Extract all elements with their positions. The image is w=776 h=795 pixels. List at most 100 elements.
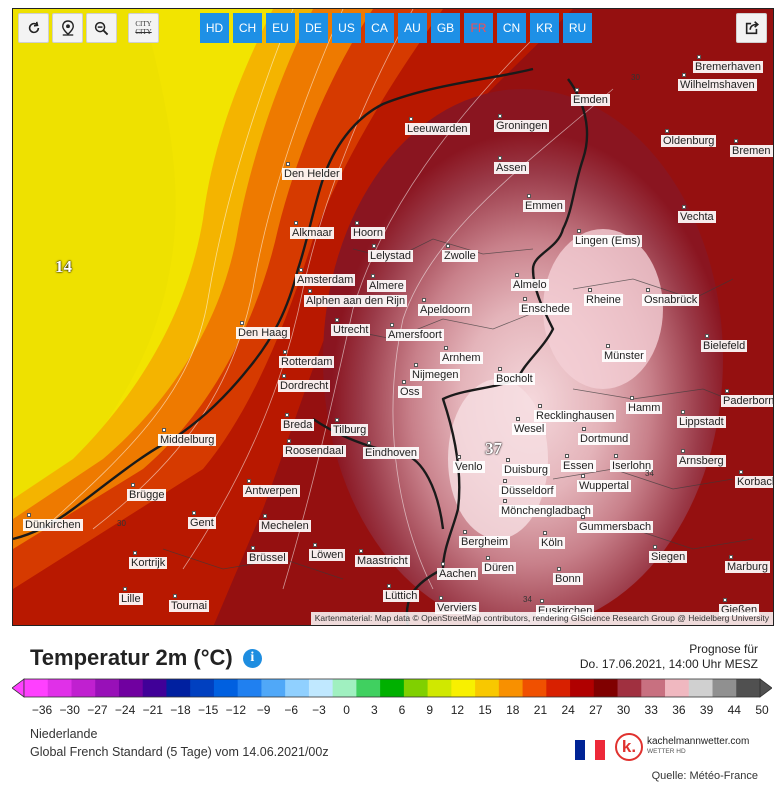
brand-logo[interactable]: k. kachelmannwetter.com WETTER HD bbox=[615, 733, 749, 761]
city-marker bbox=[299, 268, 303, 272]
city-marker bbox=[682, 73, 686, 77]
share-button[interactable] bbox=[736, 13, 767, 43]
city-marker bbox=[681, 410, 685, 414]
region-button-hd[interactable]: HD bbox=[200, 13, 229, 43]
color-scale-labels: −36 −30 −27 −24 −21 −18 −15 −12 −9 −6 −3 0 3 6 9 12 15 18… bbox=[0, 703, 776, 719]
city-marker bbox=[729, 555, 733, 559]
region-button-ca[interactable]: CA bbox=[365, 13, 394, 43]
city-label: Essen bbox=[561, 460, 596, 472]
city-marker bbox=[575, 88, 579, 92]
city-label: Iserlohn bbox=[610, 460, 654, 472]
city-label: Duisburg bbox=[502, 464, 551, 476]
region-button-gb[interactable]: GB bbox=[431, 13, 460, 43]
scale-label: −30 bbox=[59, 703, 80, 717]
city-label: Enschede bbox=[519, 303, 572, 315]
city-label: Tournai bbox=[169, 600, 210, 612]
city-label: Lippstadt bbox=[677, 416, 726, 428]
city-marker bbox=[283, 350, 287, 354]
city-marker bbox=[498, 367, 502, 371]
scale-swatch bbox=[380, 679, 405, 697]
region-name: Niederlande bbox=[30, 727, 98, 741]
city-marker bbox=[498, 156, 502, 160]
region-button-de[interactable]: DE bbox=[299, 13, 328, 43]
temperature-label-max: 37 bbox=[485, 439, 502, 458]
city-label: Düren bbox=[482, 562, 516, 574]
city-marker bbox=[725, 389, 729, 393]
city-label: Utrecht bbox=[331, 324, 371, 336]
reload-button[interactable] bbox=[18, 13, 49, 43]
scale-swatch bbox=[166, 679, 191, 697]
kachelmann-logo-icon: k. bbox=[615, 733, 643, 761]
region-button-kr[interactable]: KR bbox=[530, 13, 559, 43]
scale-label: −27 bbox=[87, 703, 108, 717]
region-button-ch[interactable]: CH bbox=[233, 13, 262, 43]
scale-swatch bbox=[736, 679, 761, 697]
city-label: Bremerhaven bbox=[693, 61, 764, 73]
city-label: Tilburg bbox=[331, 424, 369, 436]
city-marker bbox=[263, 514, 267, 518]
location-pin-icon bbox=[61, 20, 74, 36]
city-toggle-line2: CITY bbox=[135, 28, 152, 36]
city-toggle-button[interactable]: CITY CITY bbox=[128, 13, 159, 43]
city-marker bbox=[682, 205, 686, 209]
city-label: Assen bbox=[494, 162, 529, 174]
region-button-cn[interactable]: CN bbox=[497, 13, 526, 43]
isoline-label: 30 bbox=[631, 73, 640, 82]
scale-swatch bbox=[427, 679, 452, 697]
city-marker bbox=[506, 458, 510, 462]
city-marker bbox=[355, 221, 359, 225]
scale-label: 15 bbox=[478, 703, 492, 717]
city-marker bbox=[516, 417, 520, 421]
scale-swatch bbox=[617, 679, 642, 697]
forecast-time: Prognose für Do. 17.06.2021, 14:00 Uhr M… bbox=[580, 642, 758, 672]
city-marker bbox=[251, 546, 255, 550]
city-marker bbox=[282, 374, 286, 378]
scale-swatch bbox=[308, 679, 334, 697]
location-button[interactable] bbox=[52, 13, 83, 43]
city-label: Aachen bbox=[437, 568, 479, 580]
city-label: Leeuwarden bbox=[405, 123, 470, 135]
city-label: Almelo bbox=[511, 279, 549, 291]
zoom-out-button[interactable] bbox=[86, 13, 117, 43]
scale-label: −24 bbox=[114, 703, 136, 717]
city-label: Siegen bbox=[649, 551, 688, 563]
city-marker bbox=[457, 455, 461, 459]
city-label: Alphen aan den Rijn bbox=[304, 295, 408, 307]
scale-swatch bbox=[498, 679, 524, 697]
city-label: Bielefeld bbox=[701, 340, 748, 352]
city-marker bbox=[543, 531, 547, 535]
city-marker bbox=[372, 244, 376, 248]
city-marker bbox=[697, 55, 701, 59]
info-icon[interactable]: i bbox=[242, 648, 262, 668]
region-button-us[interactable]: US bbox=[332, 13, 361, 43]
region-button-ru[interactable]: RU bbox=[563, 13, 592, 43]
city-marker bbox=[723, 598, 727, 602]
city-marker bbox=[486, 556, 490, 560]
city-marker bbox=[441, 562, 445, 566]
city-label: Korbach bbox=[735, 476, 773, 488]
scale-swatch bbox=[47, 679, 72, 697]
scale-swatch bbox=[285, 679, 310, 697]
scale-label: 12 bbox=[450, 703, 465, 717]
brand-name: kachelmannwetter.com bbox=[647, 736, 750, 747]
scale-label: 21 bbox=[533, 703, 548, 717]
region-button-eu[interactable]: EU bbox=[266, 13, 295, 43]
region-button-fr[interactable]: FR bbox=[464, 13, 493, 43]
city-marker bbox=[173, 594, 177, 598]
city-label: Oldenburg bbox=[661, 135, 717, 147]
city-marker bbox=[313, 543, 317, 547]
forecast-line2: Do. 17.06.2021, 14:00 Uhr MESZ bbox=[579, 657, 758, 671]
city-label: Kortrijk bbox=[129, 557, 168, 569]
page-title: Temperatur 2m (°C) bbox=[30, 645, 233, 670]
scale-arrow-left bbox=[12, 678, 25, 698]
scale-swatch bbox=[190, 679, 215, 697]
city-marker bbox=[387, 584, 391, 588]
scale-swatch bbox=[261, 679, 286, 697]
city-label: Dortmund bbox=[578, 433, 631, 445]
scale-swatch bbox=[593, 679, 619, 697]
region-button-au[interactable]: AU bbox=[398, 13, 427, 43]
weather-map[interactable]: CITY CITY HD CH EU DE US CA AU GB FR CN KR RU Breme… bbox=[12, 8, 774, 626]
city-label: Bergheim bbox=[459, 536, 511, 548]
city-label: Dünkirchen bbox=[23, 519, 83, 531]
scale-swatch bbox=[451, 679, 476, 697]
